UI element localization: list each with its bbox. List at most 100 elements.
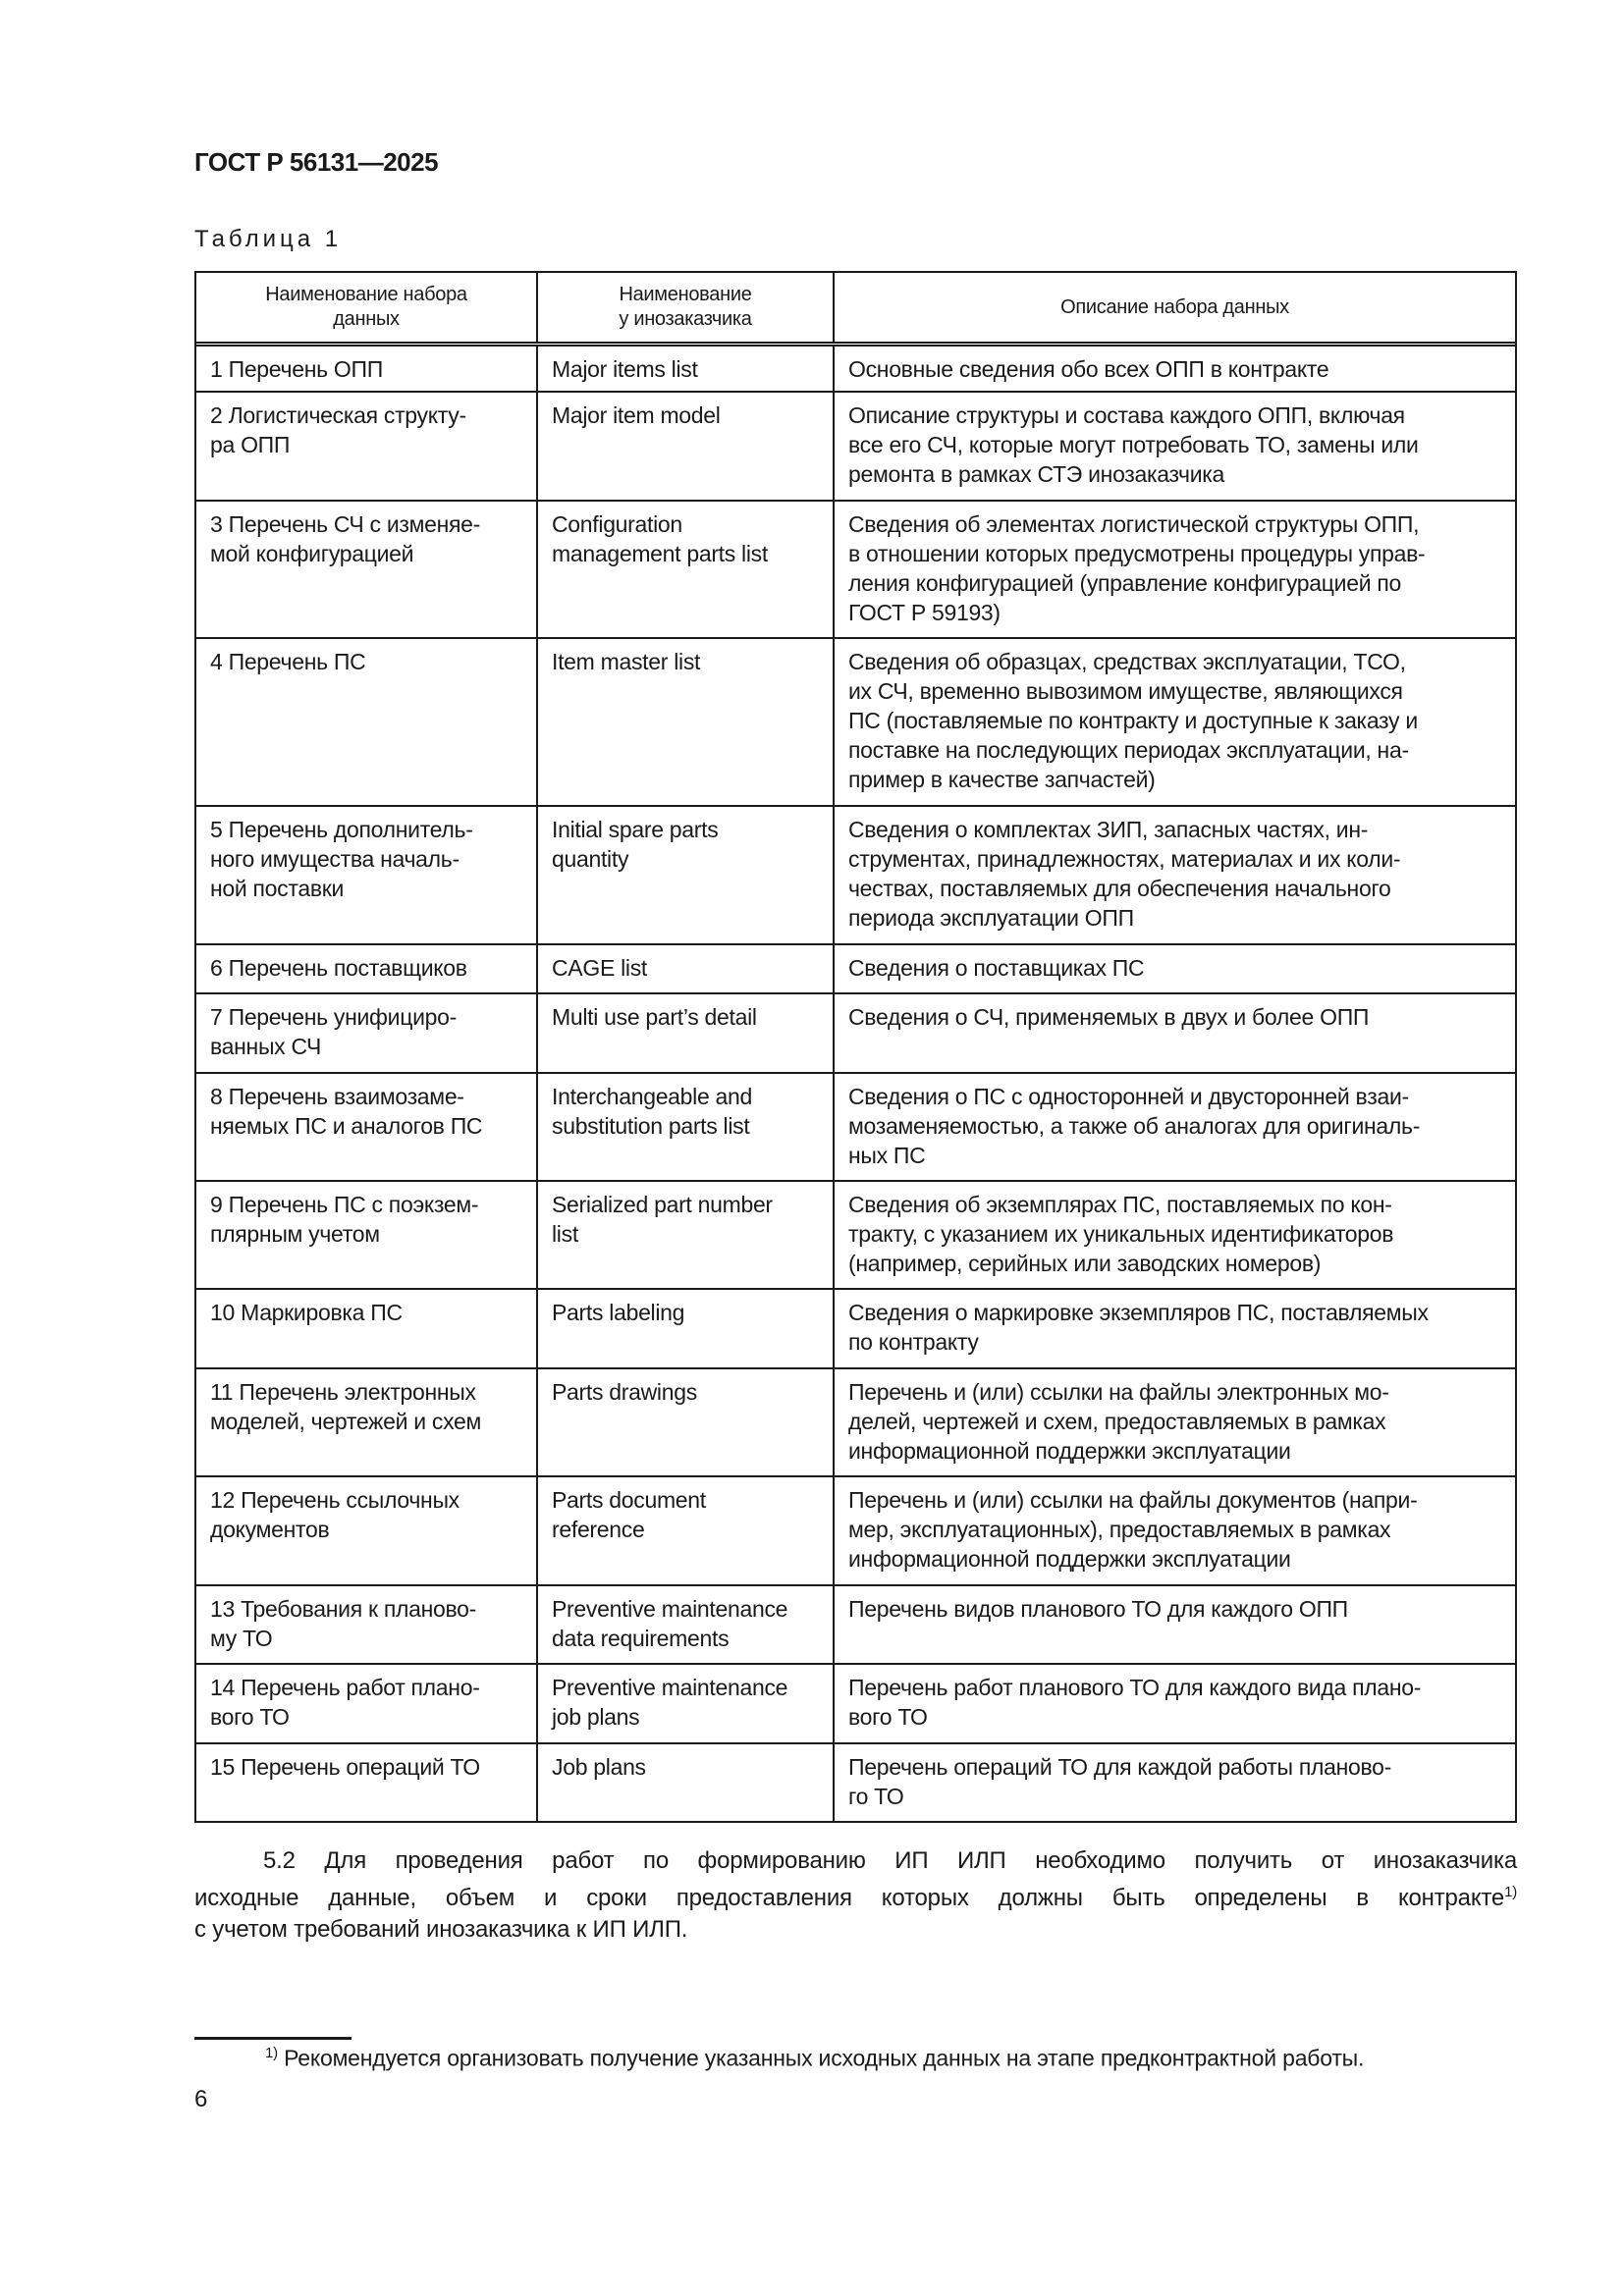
footnote-text: Рекомендуется организовать получение ука… — [284, 2045, 1365, 2071]
cell-line: management parts list — [552, 541, 768, 566]
cell-line: все его СЧ, которые могут потребовать ТО… — [848, 432, 1419, 457]
cell-line: мер, эксплуатационных), предоставляемых … — [848, 1517, 1391, 1542]
cell-description: Перечень и (или) ссылки на файлы электро… — [835, 1369, 1515, 1475]
header-line: Наименование набора — [265, 284, 467, 305]
cell-line: ванных СЧ — [210, 1034, 322, 1059]
cell-foreign-name: Initial spare parts quantity — [538, 807, 835, 943]
cell-line: Перечень операций ТО для каждой работы п… — [848, 1754, 1392, 1780]
cell-line: 2 Логистическая структу- — [210, 402, 466, 428]
table-row: 5 Перечень дополнитель-ного имущества на… — [196, 805, 1515, 943]
cell-dataset-name: 10 Маркировка ПС — [196, 1290, 538, 1367]
paragraph-5-2: 5.2 Для проведения работ по формированию… — [194, 1845, 1517, 1946]
cell-dataset-name: 2 Логистическая структу-ра ОПП — [196, 393, 538, 500]
cell-line: тракту, с указанием их уникальных иденти… — [848, 1221, 1394, 1247]
footnote-reference[interactable]: 1) — [1504, 1884, 1517, 1900]
cell-description: Описание структуры и состава каждого ОПП… — [835, 393, 1515, 500]
cell-description: Сведения об экземплярах ПС, поставляемых… — [835, 1182, 1515, 1288]
cell-line: 9 Перечень ПС с поэкзем- — [210, 1192, 479, 1217]
table-row: 12 Перечень ссылочных документов Parts doc… — [196, 1475, 1515, 1584]
table-body: 1 Перечень ОПП Major items list Основные с… — [196, 342, 1515, 1821]
cell-dataset-name: 6 Перечень поставщиков — [196, 945, 538, 992]
cell-line: Configuration — [552, 511, 682, 537]
cell-line: 14 Перечень работ плано- — [210, 1675, 480, 1700]
cell-foreign-name: Parts drawings — [538, 1369, 835, 1475]
page-number: 6 — [194, 2086, 208, 2112]
table-row: 15 Перечень операций ТО Job plans Перечень… — [196, 1742, 1515, 1821]
cell-line: list — [552, 1221, 578, 1247]
paragraph-line: с учетом требований инозаказчика к ИП ИЛ… — [194, 1916, 688, 1943]
header-line: у инозаказчика — [619, 308, 752, 330]
cell-line: го ТО — [848, 1784, 904, 1809]
cell-line: job plans — [552, 1704, 640, 1730]
cell-line: вого ТО — [848, 1704, 928, 1730]
cell-dataset-name: 14 Перечень работ плано-вого ТО — [196, 1665, 538, 1742]
cell-line: Сведения о комплектах ЗИП, запасных част… — [848, 817, 1369, 842]
cell-description: Перечень и (или) ссылки на файлы докумен… — [835, 1477, 1515, 1584]
cell-dataset-name: 3 Перечень СЧ с изменяе-мой конфигурацие… — [196, 502, 538, 637]
cell-line: Описание структуры и состава каждого ОПП… — [848, 402, 1405, 428]
cell-line: 12 Перечень ссылочных — [210, 1487, 460, 1513]
cell-line: 7 Перечень унифициро- — [210, 1004, 457, 1030]
cell-foreign-name: Item master list — [538, 639, 835, 805]
cell-line: информационной поддержки эксплуатации — [848, 1546, 1291, 1572]
table-row: 9 Перечень ПС с поэкзем-плярным учетом Se… — [196, 1180, 1515, 1288]
table-row: 1 Перечень ОПП Major items list Основные с… — [196, 342, 1515, 391]
cell-line: информационной поддержки эксплуатации — [848, 1438, 1291, 1464]
footnote: 1) Рекомендуется организовать получение … — [265, 2045, 1364, 2072]
cell-line: плярным учетом — [210, 1221, 380, 1247]
cell-foreign-name: Multi use part’s detail — [538, 994, 835, 1072]
cell-dataset-name: 5 Перечень дополнитель-ного имущества на… — [196, 807, 538, 943]
paragraph-line-text: исходные данные, объем и сроки предостав… — [194, 1885, 1505, 1911]
cell-line: ных ПС — [848, 1143, 926, 1168]
cell-foreign-name: Job plans — [538, 1744, 835, 1821]
column-header-dataset-name: Наименование набора данных — [196, 273, 538, 342]
cell-line: ра ОПП — [210, 432, 291, 457]
cell-description: Основные сведения обо всех ОПП в контрак… — [835, 347, 1515, 391]
cell-line: ремонта в рамках СТЭ инозаказчика — [848, 461, 1225, 487]
cell-foreign-name: CAGE list — [538, 945, 835, 992]
paragraph-line: 5.2 Для проведения работ по формированию… — [263, 1847, 1517, 1874]
table-header-row: Наименование набора данных Наименование … — [196, 273, 1515, 342]
cell-line: Сведения об экземплярах ПС, поставляемых… — [848, 1192, 1392, 1217]
cell-line: Parts labeling — [552, 1300, 685, 1325]
header-line: данных — [333, 308, 400, 330]
cell-line: Major items list — [552, 356, 698, 382]
table-row: 14 Перечень работ плано-вого ТО Preventiv… — [196, 1663, 1515, 1742]
cell-line: Item master list — [552, 649, 701, 674]
cell-description: Сведения о поставщиках ПС — [835, 945, 1515, 992]
cell-line: Preventive maintenance — [552, 1675, 788, 1700]
cell-line: Сведения о поставщиках ПС — [848, 955, 1145, 981]
cell-foreign-name: Major item model — [538, 393, 835, 500]
cell-description: Сведения об образцах, средствах эксплуат… — [835, 639, 1515, 805]
cell-foreign-name: Configuration management parts list — [538, 502, 835, 637]
cell-line: периода эксплуатации ОПП — [848, 905, 1134, 931]
header-line: Наименование — [619, 284, 752, 305]
cell-description: Сведения о комплектах ЗИП, запасных част… — [835, 807, 1515, 943]
column-header-foreign-name: Наименование у инозаказчика — [538, 273, 835, 342]
cell-foreign-name: Major items list — [538, 347, 835, 391]
cell-line: Сведения об образцах, средствах эксплуат… — [848, 649, 1406, 674]
cell-line: 10 Маркировка ПС — [210, 1300, 403, 1325]
cell-line: (например, серийных или заводских номеро… — [848, 1251, 1322, 1276]
cell-dataset-name: 7 Перечень унифициро-ванных СЧ — [196, 994, 538, 1072]
cell-foreign-name: Parts labeling — [538, 1290, 835, 1367]
cell-line: струментах, принадлежностях, материалах … — [848, 846, 1401, 872]
cell-line: их СЧ, временно вывозимом имуществе, явл… — [848, 678, 1403, 704]
document-title: ГОСТ Р 56131—2025 — [194, 147, 439, 177]
cell-description: Сведения о ПС с односторонней и двусторо… — [835, 1074, 1515, 1180]
cell-line: substitution parts list — [552, 1113, 750, 1139]
cell-foreign-name: Interchangeable and substitution parts li… — [538, 1074, 835, 1180]
cell-line: Сведения о ПС с односторонней и двусторо… — [848, 1084, 1409, 1109]
data-sets-table: Наименование набора данных Наименование … — [194, 271, 1517, 1823]
cell-line: чествах, поставляемых для обеспечения на… — [848, 876, 1391, 901]
cell-dataset-name: 1 Перечень ОПП — [196, 347, 538, 391]
cell-line: Перечень работ планового ТО для каждого … — [848, 1675, 1422, 1700]
cell-line: quantity — [552, 846, 629, 872]
cell-line: мозаменяемостью, а также об аналогах для… — [848, 1113, 1421, 1139]
cell-dataset-name: 13 Требования к планово-му ТО — [196, 1586, 538, 1663]
cell-foreign-name: Serialized part number list — [538, 1182, 835, 1288]
cell-line: поставке на последующих периодах эксплуа… — [848, 737, 1409, 763]
column-header-description: Описание набора данных — [835, 273, 1515, 342]
cell-line: пример в качестве запчастей) — [848, 767, 1156, 792]
cell-line: Основные сведения обо всех ОПП в контрак… — [848, 356, 1329, 382]
